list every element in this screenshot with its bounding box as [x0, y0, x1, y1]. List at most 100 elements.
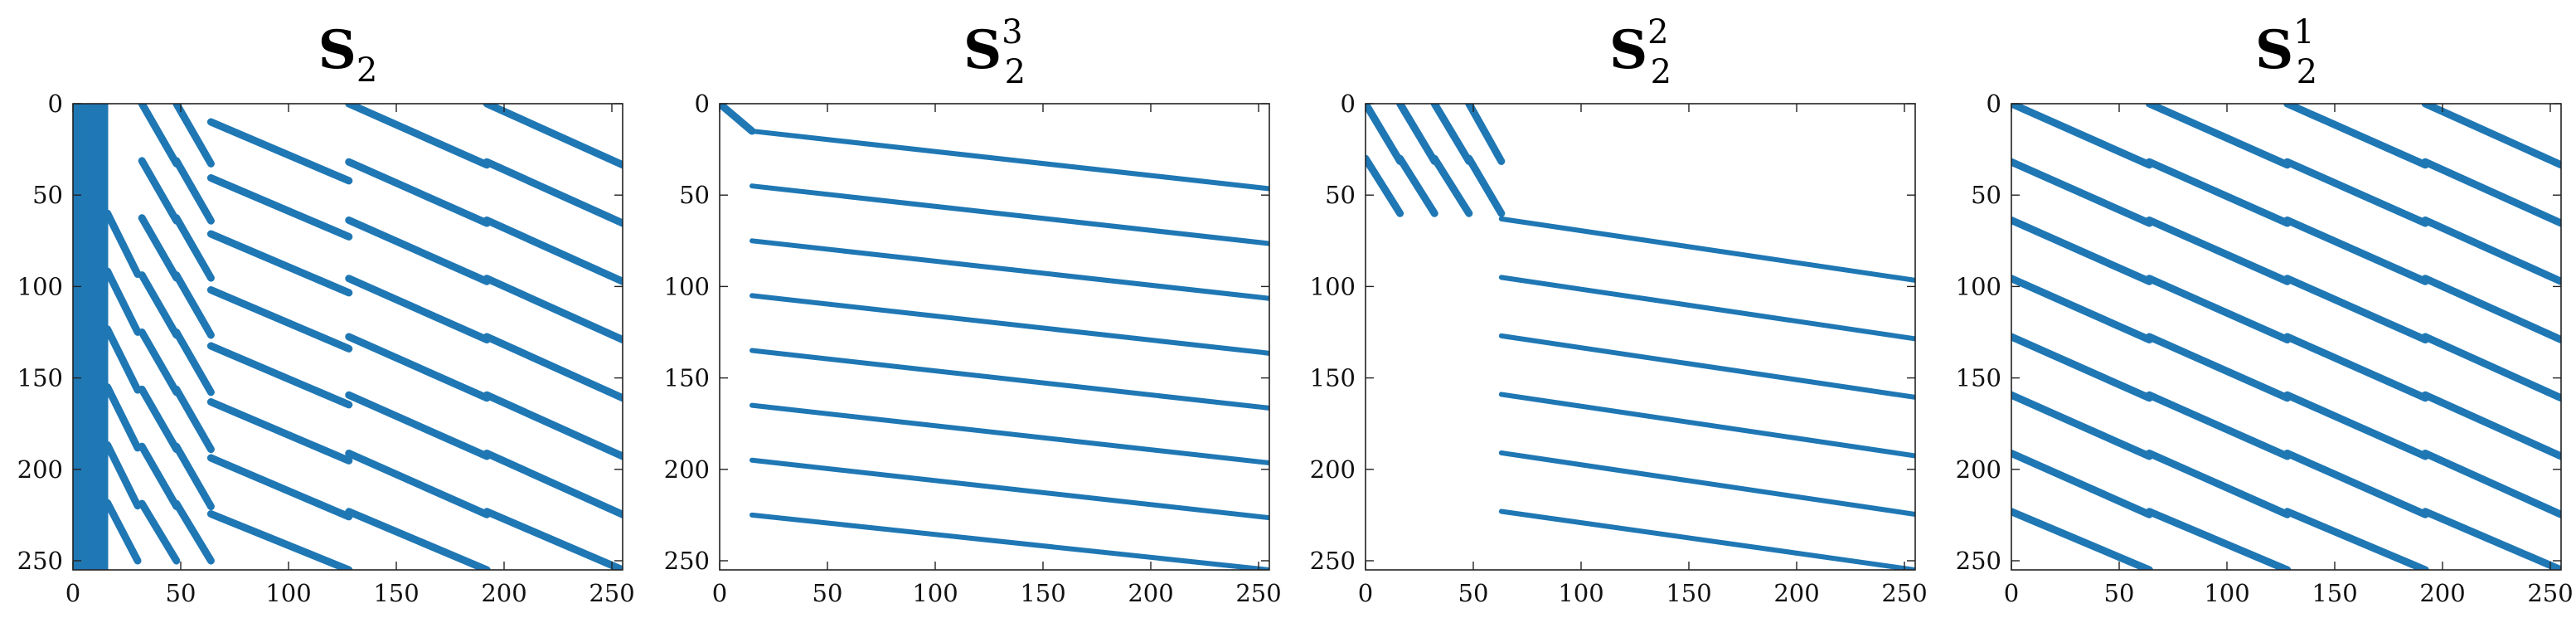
nonzero-diagonal: [2421, 275, 2561, 344]
axes-frame: [719, 103, 1270, 571]
nonzero-diagonal: [483, 450, 623, 518]
x-tick-label: 150: [1666, 579, 1711, 607]
nonzero-diagonal: [2011, 275, 2153, 344]
nonzero-diagonal: [2145, 158, 2292, 227]
nonzero-diagonal: [2011, 104, 2153, 169]
nonzero-diagonal: [206, 118, 353, 185]
nonzero-diagonal: [138, 385, 181, 454]
nonzero-diagonal: [483, 275, 623, 344]
title-sub: 2: [1651, 53, 1671, 91]
x-tick-label: 0: [1358, 579, 1373, 607]
y-tick-label: 100: [1956, 272, 2001, 300]
x-tick-label: 100: [265, 579, 311, 607]
nonzero-diagonal: [1366, 154, 1404, 217]
y-tick-label: 150: [664, 364, 710, 392]
title-sup: 1: [2293, 13, 2314, 51]
nonzero-diagonal: [2145, 508, 2292, 570]
x-tick-label: 200: [1128, 579, 1173, 607]
nonzero-diagonal: [1498, 450, 1915, 518]
nonzero-diagonal: [138, 499, 181, 565]
nonzero-diagonal: [104, 325, 142, 394]
nonzero-diagonal: [2145, 275, 2292, 344]
nonzero-diagonal: [2011, 508, 2153, 570]
title-base: S: [318, 19, 357, 81]
nonzero-diagonal: [483, 217, 623, 285]
nonzero-diagonal: [750, 348, 1269, 411]
x-tick-label: 0: [65, 579, 80, 607]
nonzero-diagonal: [345, 333, 491, 402]
x-tick-label: 100: [912, 579, 958, 607]
nonzero-diagonal: [138, 214, 181, 282]
nonzero-diagonal: [2011, 391, 2153, 460]
nonzero-diagonal: [206, 342, 353, 409]
x-tick-label: 100: [2204, 579, 2249, 607]
nonzero-diagonal: [104, 440, 142, 510]
nonzero-diagonal: [2421, 333, 2561, 402]
nonzero-diagonal: [172, 104, 215, 168]
y-tick-label: 0: [695, 90, 710, 118]
nonzero-diagonal: [206, 174, 353, 241]
y-tick-label: 250: [1310, 547, 1356, 575]
nonzero-diagonal: [2283, 158, 2429, 227]
nonzero-diagonal: [2283, 508, 2429, 570]
nonzero-diagonal: [750, 457, 1269, 521]
nonzero-diagonal: [138, 157, 181, 225]
marks: [720, 104, 1269, 570]
y-tick-label: 50: [1971, 181, 2001, 209]
nonzero-diagonal: [2145, 104, 2292, 169]
y-tick-label: 250: [1956, 547, 2001, 575]
x-tick-label: 250: [589, 579, 634, 607]
nonzero-diagonal: [1396, 104, 1438, 165]
nonzero-diagonal: [206, 398, 353, 465]
nonzero-diagonal: [2283, 333, 2429, 402]
nonzero-diagonal: [2421, 508, 2561, 570]
nonzero-diagonal: [104, 499, 142, 565]
nonzero-diagonal: [206, 454, 353, 521]
title-sup: 2: [1647, 13, 1668, 51]
y-tick-label: 250: [664, 547, 710, 575]
x-tick-label: 250: [2527, 579, 2573, 607]
title-sup: 3: [1002, 13, 1022, 51]
nonzero-diagonal: [2421, 391, 2561, 460]
nonzero-diagonal: [2011, 158, 2153, 227]
nonzero-diagonal: [172, 214, 215, 282]
title-base: S: [2255, 19, 2293, 81]
nonzero-diagonal: [2283, 275, 2429, 344]
nonzero-diagonal: [2421, 158, 2561, 227]
y-tick-label: 0: [1341, 90, 1356, 118]
y-tick-label: 200: [1310, 455, 1356, 484]
y-tick-label: 0: [1987, 90, 2001, 118]
nonzero-diagonal: [483, 333, 623, 402]
nonzero-diagonal: [483, 391, 623, 460]
nonzero-diagonal: [206, 230, 353, 297]
x-tick-label: 0: [2004, 579, 2019, 607]
nonzero-diagonal: [1366, 104, 1404, 165]
nonzero-diagonal: [750, 293, 1269, 356]
marks: [1366, 104, 1915, 570]
nonzero-diagonal: [750, 402, 1269, 466]
nonzero-diagonal: [2011, 217, 2153, 285]
y-tick-label: 100: [1310, 272, 1356, 300]
panel-title: S2 2: [1609, 13, 1671, 91]
nonzero-diagonal: [345, 391, 491, 460]
nonzero-diagonal: [345, 450, 491, 518]
nonzero-diagonal: [1465, 104, 1506, 165]
y-tick-label: 50: [679, 181, 710, 209]
nonzero-diagonal: [172, 157, 215, 225]
nonzero-diagonal: [172, 442, 215, 511]
title-sub: 2: [1005, 53, 1026, 91]
title-sub: 2: [357, 51, 377, 90]
nonzero-diagonal: [1498, 275, 1915, 342]
x-tick-label: 50: [813, 579, 843, 607]
title-sub: 2: [2297, 53, 2317, 91]
nonzero-diagonal: [1498, 392, 1915, 459]
nonzero-diagonal: [483, 158, 623, 227]
nonzero-diagonal: [1396, 154, 1438, 217]
nonzero-diagonal: [138, 104, 181, 168]
nonzero-diagonal: [2011, 450, 2153, 518]
nonzero-diagonal: [2145, 450, 2292, 518]
panel-title: S3 2: [963, 13, 1026, 91]
y-tick-label: 0: [48, 90, 63, 118]
nonzero-diagonal: [2421, 217, 2561, 285]
